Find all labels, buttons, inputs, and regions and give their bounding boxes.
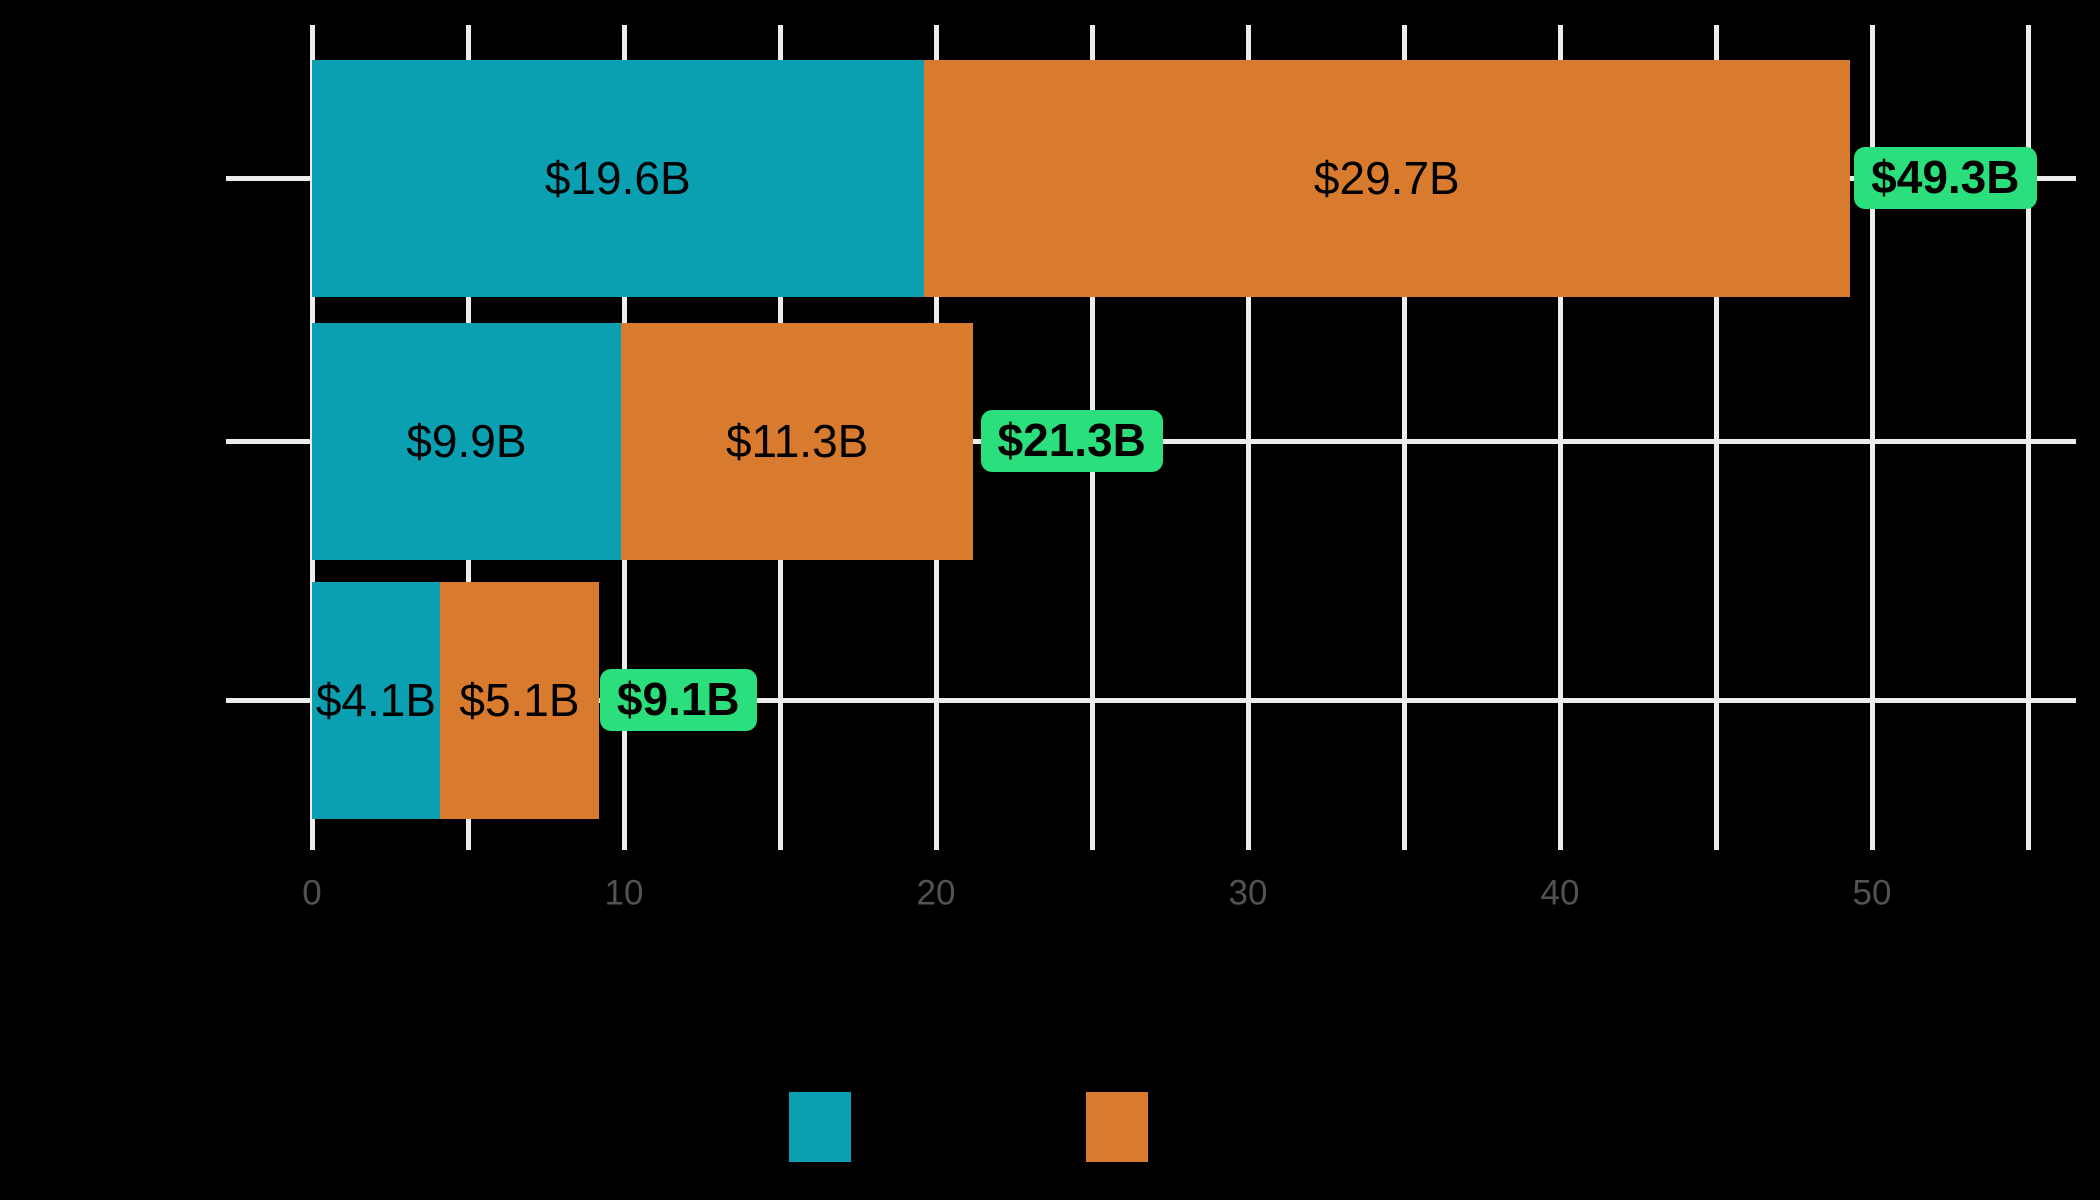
bar-segment-label: $19.6B — [544, 152, 691, 204]
minor-gridline — [1401, 25, 1407, 850]
x-tick-label: 0 — [302, 873, 322, 913]
bar-segment-label: $5.1B — [459, 674, 580, 726]
bar-segment-label: $11.3B — [725, 415, 869, 467]
x-tick-label: 10 — [604, 873, 644, 913]
total-badge: $21.3B — [980, 410, 1163, 472]
x-tick-label: 30 — [1228, 873, 1268, 913]
category-gridline — [226, 697, 2076, 703]
minor-gridline — [2025, 25, 2031, 850]
minor-gridline — [1713, 25, 1719, 850]
bar-segment-orange — [439, 581, 600, 819]
major-gridline — [1245, 25, 1251, 850]
bar-segment-label: $4.1B — [315, 674, 437, 726]
major-gridline — [1869, 25, 1875, 850]
total-badge: $9.1B — [599, 669, 757, 731]
bar-segment-teal — [312, 322, 621, 560]
x-tick-label: 20 — [916, 873, 956, 913]
x-tick-label: 40 — [1540, 873, 1580, 913]
bar-segment-label: $29.7B — [1313, 152, 1460, 204]
legend-swatch-teal — [789, 1092, 851, 1162]
bar-segment-orange — [923, 59, 1851, 297]
x-tick-label: 50 — [1852, 873, 1892, 913]
major-gridline — [1557, 25, 1563, 850]
bar-segment-label: $9.9B — [406, 415, 527, 467]
legend-swatch-orange — [1086, 1092, 1148, 1162]
bar-segment-teal — [312, 59, 924, 297]
bar-segment-orange — [620, 322, 974, 560]
total-badge: $49.3B — [1854, 147, 2037, 209]
bar-segment-teal — [312, 581, 440, 819]
